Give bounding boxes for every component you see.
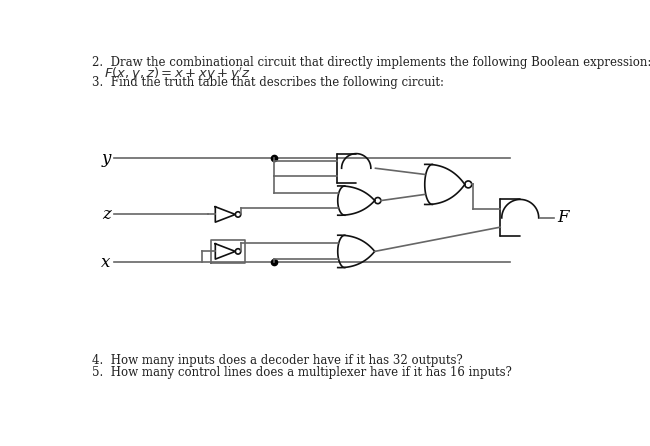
Text: y: y	[101, 150, 111, 167]
Text: 3.  Find the truth table that describes the following circuit:: 3. Find the truth table that describes t…	[92, 76, 444, 89]
Text: x: x	[101, 254, 111, 271]
Text: 5.  How many control lines does a multiplexer have if it has 16 inputs?: 5. How many control lines does a multipl…	[92, 366, 512, 379]
Text: $F(x, y, z) = x + xy + y'z$: $F(x, y, z) = x + xy + y'z$	[105, 65, 252, 83]
Text: F: F	[557, 210, 569, 227]
Text: 2.  Draw the combinational circuit that directly implements the following Boolea: 2. Draw the combinational circuit that d…	[92, 56, 650, 69]
Text: z: z	[102, 206, 110, 223]
Text: 4.  How many inputs does a decoder have if it has 32 outputs?: 4. How many inputs does a decoder have i…	[92, 354, 463, 367]
